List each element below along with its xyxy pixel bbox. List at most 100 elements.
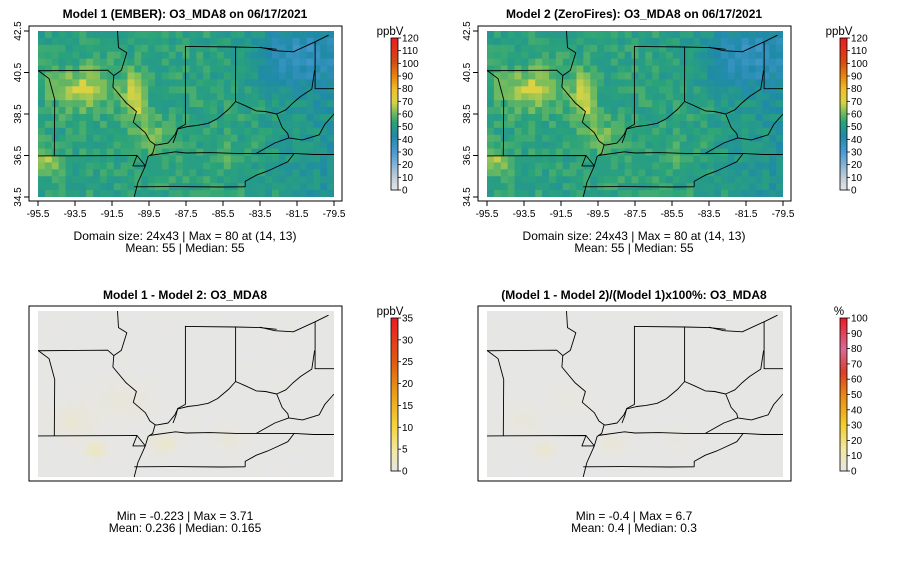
heatmap-cell	[562, 366, 570, 374]
heatmap-cell	[58, 134, 66, 143]
heatmap-cell	[327, 37, 334, 46]
heatmap-cell	[79, 331, 87, 340]
heatmap-cell	[535, 183, 543, 191]
heatmap-cell	[514, 311, 522, 319]
heatmap-cell	[562, 86, 570, 94]
heatmap-cell	[272, 317, 280, 326]
heatmap-cell	[693, 324, 701, 333]
heatmap-cell	[542, 44, 550, 53]
heatmap-cell	[285, 317, 294, 326]
heatmap-cell	[562, 470, 570, 477]
heatmap-cell	[645, 134, 653, 143]
heatmap-cell	[631, 394, 639, 402]
x-tick-label: -95.5	[476, 209, 499, 220]
heatmap-cell	[652, 470, 660, 477]
heatmap-cell	[127, 176, 135, 184]
heatmap-cell	[521, 338, 529, 346]
heatmap-cell	[493, 449, 502, 457]
heatmap-cell	[583, 324, 591, 333]
heatmap-cell	[624, 114, 632, 122]
heatmap-cell	[38, 65, 46, 73]
heatmap-cell	[631, 449, 639, 457]
colorbar-tick-label: 0	[851, 467, 857, 478]
heatmap-cell	[299, 190, 307, 197]
heatmap-cell	[652, 373, 660, 381]
heatmap-cell	[652, 134, 660, 143]
heatmap-cell	[769, 352, 777, 360]
heatmap-cell	[610, 51, 619, 60]
heatmap-cell	[507, 456, 515, 464]
heatmap-cell	[72, 51, 80, 60]
heatmap-cell	[610, 107, 619, 115]
heatmap-cell	[161, 387, 170, 395]
heatmap-cell	[535, 72, 543, 80]
heatmap-cell	[299, 435, 307, 443]
heatmap-cell	[120, 148, 128, 156]
heatmap-cell	[672, 324, 681, 333]
x-tick-label: -81.5	[286, 209, 309, 220]
panel-difference-state-boundaries	[38, 311, 334, 477]
heatmap-cell	[734, 183, 743, 191]
heatmap-cell	[251, 311, 259, 319]
colorbar-segment	[840, 442, 847, 446]
heatmap-cell	[569, 324, 577, 333]
heatmap-cell	[776, 51, 783, 60]
heatmap-cell	[327, 51, 334, 60]
heatmap-cell	[258, 380, 266, 388]
heatmap-cell	[555, 311, 564, 319]
heatmap-cell	[265, 331, 273, 340]
heatmap-cell	[507, 155, 515, 163]
heatmap-cell	[700, 86, 708, 94]
heatmap-cell	[535, 51, 543, 60]
heatmap-cell	[624, 190, 632, 197]
heatmap-cell	[99, 373, 108, 381]
heatmap-cell	[617, 311, 626, 319]
colorbar-segment	[840, 445, 847, 449]
heatmap-cell	[507, 100, 515, 108]
heatmap-cell	[299, 352, 307, 360]
heatmap-cell	[58, 359, 66, 367]
heatmap-cell	[721, 366, 729, 374]
heatmap-cell	[617, 114, 626, 122]
heatmap-cell	[113, 79, 121, 87]
heatmap-cell	[175, 435, 183, 443]
heatmap-cell	[734, 456, 743, 464]
heatmap-cell	[141, 72, 149, 80]
heatmap-cell	[134, 324, 142, 333]
heatmap-cell	[272, 442, 280, 450]
heatmap-cell	[182, 324, 190, 333]
heatmap-cell	[313, 120, 321, 129]
heatmap-cell	[299, 107, 307, 115]
heatmap-cell	[223, 414, 232, 423]
heatmap-cell	[168, 141, 177, 149]
heatmap-cell	[659, 190, 667, 197]
heatmap-cell	[721, 373, 729, 381]
heatmap-cell	[278, 428, 287, 436]
heatmap-cell	[292, 463, 300, 471]
heatmap-cell	[590, 134, 598, 143]
heatmap-cell	[58, 190, 66, 197]
heatmap-cell	[583, 169, 591, 177]
heatmap-cell	[258, 414, 266, 423]
heatmap-cell	[134, 449, 142, 457]
heatmap-cell	[120, 317, 128, 326]
heatmap-cell	[597, 470, 605, 477]
heatmap-cell	[306, 37, 314, 46]
heatmap-cell	[230, 51, 239, 60]
heatmap-cell	[113, 331, 121, 340]
heatmap-cell	[762, 394, 770, 402]
heatmap-cell	[741, 51, 749, 60]
colorbar-tick-label: 70	[402, 97, 414, 108]
heatmap-cell	[65, 421, 73, 429]
heatmap-cell	[65, 148, 73, 156]
heatmap-cell	[141, 134, 149, 143]
heatmap-cell	[113, 107, 121, 115]
heatmap-cell	[686, 394, 694, 402]
heatmap-cell	[127, 394, 135, 402]
heatmap-cell	[168, 400, 177, 409]
heatmap-cell	[535, 44, 543, 53]
heatmap-cell	[679, 65, 688, 73]
heatmap-cell	[734, 366, 743, 374]
colorbar-segment	[391, 448, 398, 452]
heatmap-cell	[769, 380, 777, 388]
